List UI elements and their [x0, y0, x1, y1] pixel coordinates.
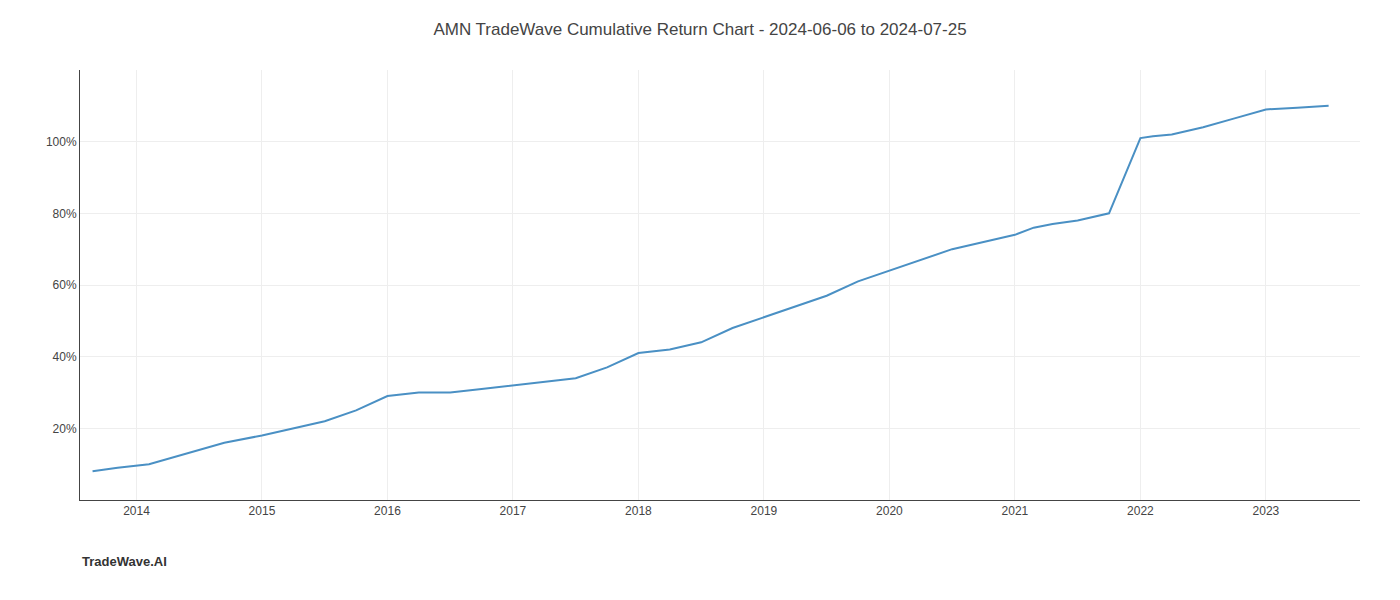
svg-text:2023: 2023 — [1253, 504, 1280, 518]
svg-text:60%: 60% — [53, 278, 77, 292]
svg-text:2014: 2014 — [123, 504, 150, 518]
svg-text:2021: 2021 — [1002, 504, 1029, 518]
svg-text:80%: 80% — [53, 207, 77, 221]
svg-text:2019: 2019 — [751, 504, 778, 518]
svg-text:2020: 2020 — [876, 504, 903, 518]
svg-text:20%: 20% — [53, 422, 77, 436]
svg-text:100%: 100% — [46, 135, 77, 149]
svg-text:2017: 2017 — [500, 504, 527, 518]
svg-text:2018: 2018 — [625, 504, 652, 518]
svg-text:2015: 2015 — [249, 504, 276, 518]
svg-text:TradeWave.AI: TradeWave.AI — [82, 554, 167, 569]
svg-text:2022: 2022 — [1127, 504, 1154, 518]
svg-text:40%: 40% — [53, 350, 77, 364]
svg-text:AMN TradeWave Cumulative Retur: AMN TradeWave Cumulative Return Chart - … — [433, 20, 966, 39]
svg-text:2016: 2016 — [374, 504, 401, 518]
